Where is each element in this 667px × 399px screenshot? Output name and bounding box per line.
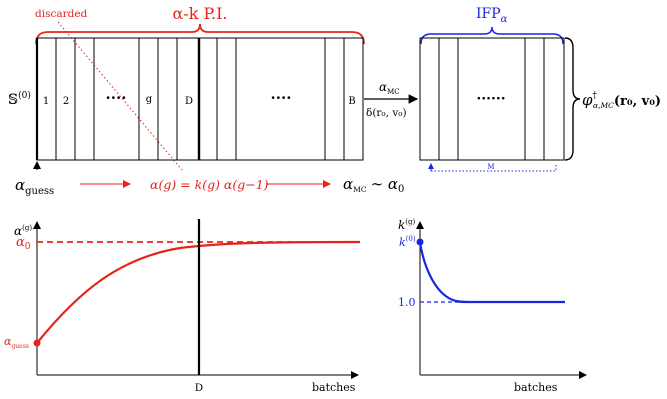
ifp-right-brace [564,37,581,161]
right-plot-x-label: batches [514,381,558,394]
transfer-delta: δ(r₀, v₀) [366,107,407,119]
alpha-guess-label: αguess [15,176,54,197]
transfer-alpha-mc: αMC [379,80,400,96]
update-rule: α(g) = k(g) α(g−1) [150,177,269,192]
ifp-ellipsis: ······ [476,91,505,107]
alpha-convergence-plot: α(g) α0 αguess D batches [4,219,361,394]
batch-label-2: 2 [63,96,69,107]
batch-label-1: 1 [43,96,49,107]
right-plot-y-label: k(g) [398,218,415,232]
alpha-convergence-curve [36,240,361,344]
k-convergence-curve [418,241,565,304]
left-plot-y-label: α(g) [14,224,32,238]
batch-ellipsis-left: ···· [106,89,127,107]
m-label: M [487,163,494,171]
k0-point [416,238,424,246]
batch-label-d: D [185,96,193,107]
discarded-dotted-line [57,21,183,171]
transfer-arrow-group: αMC δ(r₀, v₀) [364,80,419,119]
one-tick-label: 1.0 [398,296,416,309]
left-plot-x-label: batches [312,381,356,394]
d-tick-label: D [195,382,203,394]
batch-label-b: B [348,96,355,107]
pi-brace-title: α-k P.I. [172,4,227,23]
ifp-panel: IFPα ······ φ† α,MC(r₀, v₀) M [419,6,661,172]
alpha0-tick-label: α0 [16,235,31,252]
ifp-brace [420,26,564,45]
pi-brace [35,23,365,45]
ifp-brace-title: IFPα [476,6,508,25]
batch-ellipsis-right: ···· [271,89,292,107]
ifp-batches-box [419,37,565,161]
alpha-guess-point [33,339,41,347]
batch-label-g: g [146,94,153,105]
k0-tick-label: k(0) [399,235,416,249]
adjoint-flux-label: φ† α,MC(r₀, v₀) [582,91,661,110]
pi-batches-panel: α-k P.I. discarded 𝕊(0) 1 2 ···· g D ···… [8,4,404,197]
discarded-label: discarded [35,8,88,20]
alpha-guess-tick-label: αguess [4,335,29,350]
alpha-mc-approx: αMC ∼ α0 [343,175,404,195]
initial-source-label: 𝕊(0) [8,90,31,108]
k-convergence-plot: k(g) k(0) 1.0 batches [398,218,587,394]
